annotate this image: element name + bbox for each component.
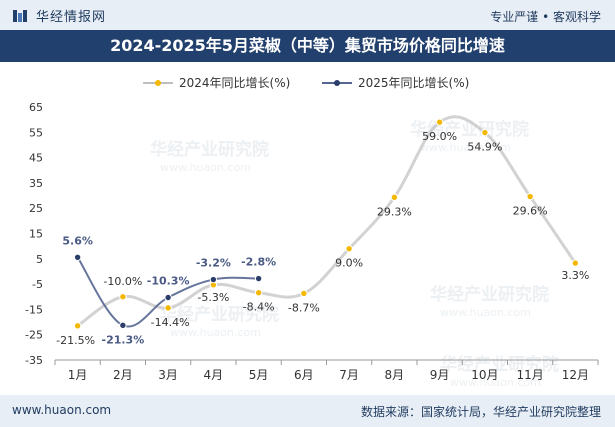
data-point	[345, 244, 353, 253]
data-point	[164, 293, 172, 302]
data-point	[254, 274, 263, 283]
watermark-text: 华经产业研究院	[150, 139, 269, 160]
legend-label: 2025年同比增长(%)	[358, 76, 469, 90]
data-label: -21.3%	[102, 333, 145, 346]
data-label: 59.0%	[422, 130, 457, 143]
website-link[interactable]: www.huaon.com	[12, 403, 112, 417]
tagline: 专业严谨 • 客观科学	[490, 10, 601, 24]
x-tick-label: 12月	[562, 368, 589, 382]
data-label: 29.6%	[513, 205, 548, 218]
y-tick-label: -5	[32, 278, 43, 291]
data-point	[526, 192, 534, 201]
data-label: -10.3%	[147, 275, 190, 288]
data-point	[73, 253, 82, 261]
data-point	[435, 118, 444, 126]
x-tick-label: 8月	[385, 368, 405, 382]
data-label: -3.2%	[196, 257, 231, 270]
footer-bar: www.huaon.com 数据来源：国家统计局，华经产业研究院整理	[0, 395, 615, 427]
legend-marker	[155, 80, 161, 86]
data-label: -5.3%	[197, 291, 229, 304]
y-tick-label: 25	[29, 202, 43, 215]
y-tick-label: 55	[29, 126, 43, 139]
data-label: 54.9%	[467, 141, 502, 154]
x-tick-label: 1月	[68, 368, 88, 382]
y-tick-label: 65	[29, 101, 43, 114]
top-bar: 华经情报网 专业严谨 • 客观科学	[0, 0, 615, 30]
line-chart: 华经产业研究院www.huaon.com华经产业研究院www.huaon.com…	[25, 76, 599, 389]
x-tick-label: 2月	[113, 368, 133, 382]
x-tick-label: 10月	[471, 368, 498, 382]
brand-logo-icon	[13, 9, 27, 22]
watermark-url: www.huaon.com	[160, 161, 251, 174]
legend-label: 2024年同比增长(%)	[179, 76, 290, 90]
watermark-url: www.huaon.com	[170, 326, 261, 339]
watermark-url: www.huaon.com	[450, 376, 541, 389]
y-tick-label: 35	[29, 177, 43, 190]
x-tick-label: 9月	[430, 368, 450, 382]
data-point	[300, 289, 308, 298]
watermark-url: www.huaon.com	[440, 306, 531, 319]
watermark-text: 华经产业研究院	[430, 284, 549, 305]
data-label: 5.6%	[62, 234, 93, 247]
x-tick-label: 3月	[158, 368, 178, 382]
data-point	[209, 275, 218, 284]
data-point	[164, 304, 172, 312]
data-point	[119, 293, 127, 301]
data-point	[571, 259, 580, 267]
x-tick-label: 4月	[204, 368, 224, 382]
legend-marker	[334, 80, 340, 86]
data-point	[254, 289, 263, 297]
watermark-text: 华经产业研究院	[160, 304, 279, 325]
data-point	[390, 193, 399, 202]
data-label: -8.7%	[288, 301, 320, 314]
y-tick-label: 15	[29, 228, 43, 241]
data-point	[481, 128, 489, 137]
y-tick-label: 5	[36, 253, 43, 266]
y-tick-label: -15	[25, 303, 43, 316]
x-tick-label: 6月	[294, 368, 314, 382]
data-source: 数据来源：国家统计局，华经产业研究院整理	[360, 405, 601, 419]
x-tick-label: 7月	[339, 368, 359, 382]
x-tick-label: 5月	[249, 368, 269, 382]
watermark-text: 华经产业研究院	[440, 354, 559, 375]
data-label: 9.0%	[335, 257, 363, 270]
brand[interactable]: 华经情报网	[12, 6, 106, 25]
data-point	[73, 322, 82, 330]
brand-name: 华经情报网	[36, 10, 107, 25]
data-label: -21.5%	[56, 334, 95, 347]
watermark-url: www.huaon.com	[420, 141, 511, 154]
data-label: 29.3%	[377, 205, 412, 218]
chart-title: 2024-2025年5月菜椒（中等）集贸市场价格同比增速	[0, 30, 615, 62]
data-label: -2.8%	[241, 256, 276, 269]
data-label: -10.0%	[103, 275, 142, 288]
y-tick-label: -35	[25, 354, 43, 367]
data-label: -8.4%	[243, 301, 275, 314]
x-tick-label: 11月	[516, 368, 543, 382]
data-label: 3.3%	[561, 269, 589, 282]
y-tick-label: 45	[29, 152, 43, 165]
data-label: -14.4%	[151, 316, 190, 329]
y-tick-label: -25	[25, 329, 43, 342]
data-point	[119, 321, 127, 330]
